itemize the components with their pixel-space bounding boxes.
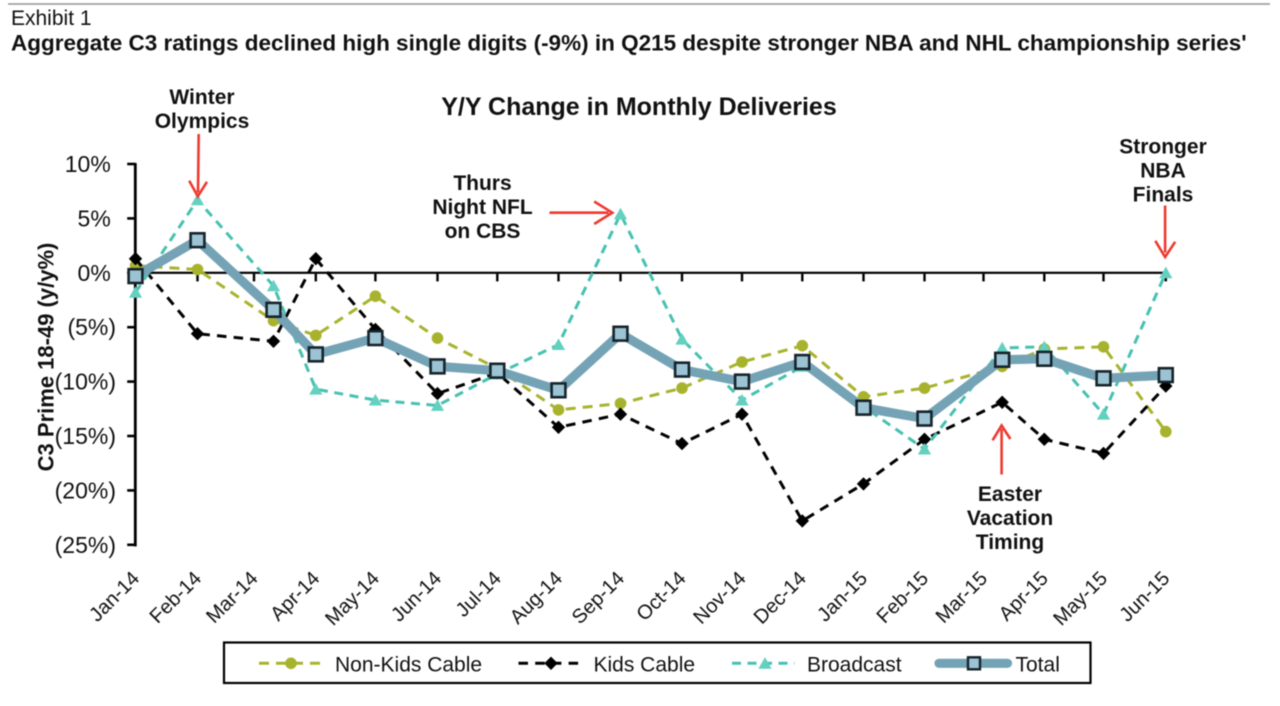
svg-text:Y/Y Change in Monthly Deliveri: Y/Y Change in Monthly Deliveries <box>441 93 836 121</box>
svg-text:NBA: NBA <box>1140 160 1186 183</box>
svg-text:Easter: Easter <box>978 483 1042 506</box>
svg-text:(15%): (15%) <box>55 423 116 449</box>
svg-text:Non-Kids Cable: Non-Kids Cable <box>335 654 482 677</box>
svg-text:Total: Total <box>1016 654 1060 677</box>
svg-text:Stronger: Stronger <box>1119 136 1207 159</box>
svg-text:C3 Prime 18-49 (y/y%): C3 Prime 18-49 (y/y%) <box>34 243 59 472</box>
svg-text:Winter: Winter <box>169 86 234 109</box>
svg-text:Timing: Timing <box>976 531 1044 554</box>
svg-text:(5%): (5%) <box>67 314 116 340</box>
svg-text:Exhibit 1: Exhibit 1 <box>11 7 92 30</box>
svg-text:Kids Cable: Kids Cable <box>594 654 696 677</box>
svg-text:Night NFL: Night NFL <box>432 196 532 219</box>
svg-text:(20%): (20%) <box>55 477 116 503</box>
svg-text:10%: 10% <box>65 151 111 177</box>
svg-text:on CBS: on CBS <box>445 220 521 243</box>
svg-text:Thurs: Thurs <box>453 172 511 195</box>
svg-text:Broadcast: Broadcast <box>807 654 902 677</box>
svg-text:Aggregate C3 ratings declined: Aggregate C3 ratings declined high singl… <box>11 31 1247 56</box>
svg-text:(10%): (10%) <box>55 369 116 395</box>
svg-text:0%: 0% <box>78 260 111 286</box>
svg-text:5%: 5% <box>78 205 111 231</box>
svg-text:Finals: Finals <box>1133 184 1194 207</box>
svg-text:Vacation: Vacation <box>967 507 1053 530</box>
svg-text:(25%): (25%) <box>55 532 116 558</box>
svg-text:Olympics: Olympics <box>155 110 250 133</box>
